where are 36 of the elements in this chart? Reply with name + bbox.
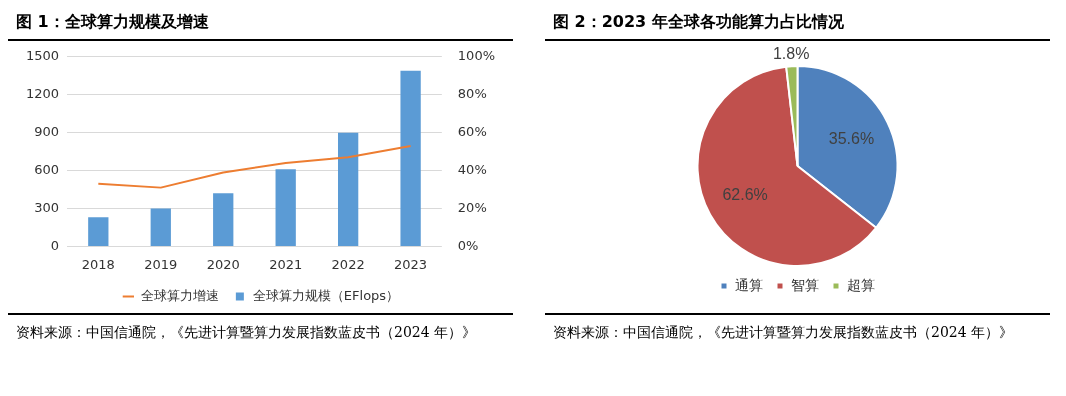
text: 资料来源：中国信通院，《先进计算暨算力发展指数蓝皮书（2024 年）》 xyxy=(545,313,1050,349)
legend-label: 超算 xyxy=(846,276,875,293)
legend-label: 全球算力增速 xyxy=(141,287,220,303)
data-label: 62.6% xyxy=(722,185,768,203)
y2-tick-label: 80% xyxy=(457,86,487,102)
bar xyxy=(275,169,296,246)
bar xyxy=(213,193,234,246)
text: 资料来源：中国信通院，《先进计算暨算力发展指数蓝皮书（2024 年）》 xyxy=(8,313,513,349)
y-tick-label: 0 xyxy=(50,237,60,253)
bar xyxy=(150,208,171,246)
legend-label: 智算 xyxy=(790,276,819,293)
data-label: 1.8% xyxy=(772,44,810,62)
x-tick-label: 2020 xyxy=(206,256,240,272)
x-tick-label: 2022 xyxy=(331,256,365,272)
y2-tick-label: 40% xyxy=(457,161,487,177)
bar xyxy=(338,132,359,246)
x-tick-label: 2018 xyxy=(81,256,115,272)
bar xyxy=(400,70,421,246)
y2-tick-label: 100% xyxy=(457,48,496,64)
x-tick-label: 2023 xyxy=(394,256,428,272)
y-tick-label: 1500 xyxy=(25,48,60,64)
y-tick-label: 300 xyxy=(34,199,60,215)
y2-tick-label: 20% xyxy=(457,199,487,215)
y-tick-label: 900 xyxy=(34,124,60,140)
x-tick-label: 2021 xyxy=(269,256,303,272)
y2-tick-label: 0% xyxy=(457,237,479,253)
chart-title: 图 2：2023 年全球各功能算力占比情况 xyxy=(545,6,1050,41)
legend-label: 全球算力规模（EFlops） xyxy=(252,287,400,303)
y-tick-label: 1200 xyxy=(25,86,60,102)
y-tick-label: 600 xyxy=(34,161,60,177)
data-label: 35.6% xyxy=(828,130,875,148)
bar xyxy=(88,217,109,246)
legend-label: 通算 xyxy=(734,276,763,293)
y2-tick-label: 60% xyxy=(457,124,487,140)
x-tick-label: 2019 xyxy=(144,256,178,272)
chart-title: 图 1：全球算力规模及增速 xyxy=(8,6,513,41)
